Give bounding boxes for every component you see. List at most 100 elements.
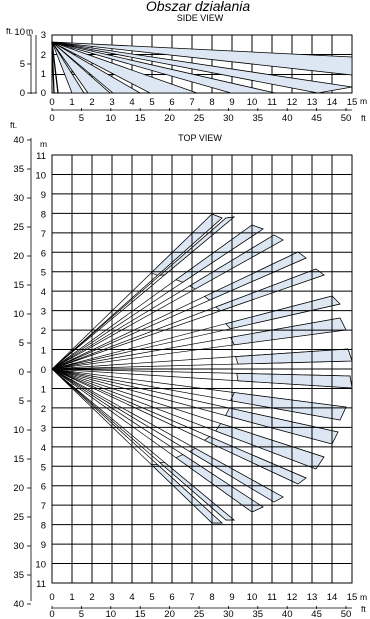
top-beam-zone [235,348,353,365]
top-left-m-tick: 8 [41,209,46,220]
top-view-beams [51,213,353,524]
side-bottom-ft-tick: 5 [79,113,84,124]
top-bottom-ft-tick: 40 [282,609,293,619]
top-left-m-tick: 4 [41,443,46,454]
top-beam-zone [175,224,264,283]
top-bottom-m-tick: 14 [327,592,338,603]
side-view-ft-unit: ft. [6,26,13,36]
top-bottom-m-tick: 10 [247,592,258,603]
top-bottom-ft-tick: 30 [223,609,234,619]
side-left-ft-tick: 0 [20,88,25,99]
top-left-ft-tick: 25 [13,222,24,233]
top-view-bottom-m-unit: m [360,592,367,602]
top-bottom-m-tick: 8 [209,592,214,603]
top-bottom-m-tick: 4 [129,592,134,603]
side-bottom-m-tick: 8 [209,97,214,108]
side-beam [51,41,112,94]
top-left-ft-tick: 15 [13,280,24,291]
top-beam-zone [215,423,325,470]
side-bottom-ft-tick: 35 [253,113,264,124]
side-bottom-m-tick: 2 [89,97,94,108]
top-view-ft-unit: ft. [10,120,17,130]
side-bottom-ft-tick: 20 [164,113,175,124]
top-left-ft-tick: 35 [13,164,24,175]
top-view-panel: TOP VIEW ft. m 4035302520151050510152025… [10,120,367,619]
side-view-beams [51,41,353,94]
top-left-m-tick: 5 [41,268,46,279]
side-view-left-axis [27,34,37,94]
side-bottom-ft-tick: 15 [135,113,146,124]
top-bottom-m-tick: 3 [109,592,114,603]
side-bottom-m-tick: 1 [69,97,74,108]
side-beam [51,41,198,94]
top-left-m-tick: 1 [41,384,46,395]
top-left-ft-tick: 40 [13,135,24,146]
top-left-m-tick: 11 [36,151,46,162]
side-left-ft-tick: 10 [14,27,25,38]
top-left-m-tick: 7 [41,229,46,240]
top-bottom-ft-tick: 25 [194,609,205,619]
top-left-ft-tick: 40 [13,599,24,610]
side-bottom-ft-tick: 0 [49,113,54,124]
top-left-ft-tick: 0 [19,367,24,378]
side-bottom-m-tick: 6 [169,97,174,108]
top-left-m-tick: 3 [41,423,46,434]
side-beam [51,41,85,94]
top-left-m-tick: 7 [41,501,46,512]
side-bottom-ft-tick: 40 [282,113,293,124]
side-bottom-m-tick: 10 [247,97,258,108]
top-left-ft-tick: 30 [13,541,24,552]
side-bottom-m-tick: 12 [287,97,298,108]
top-left-m-tick: 6 [41,248,46,259]
top-bottom-ft-tick: 5 [79,609,84,619]
side-left-m-tick: 2 [41,50,46,61]
top-beam-zone [236,372,353,389]
top-left-m-tick: 1 [41,346,46,357]
top-left-m-tick: 11 [36,579,46,590]
top-bottom-m-tick: 2 [89,592,94,603]
top-left-ft-tick: 25 [13,512,24,523]
side-view-m-unit: m [26,26,33,36]
top-left-ft-tick: 10 [13,425,24,436]
side-view-title: SIDE VIEW [177,13,224,23]
top-left-m-tick: 3 [41,307,46,318]
top-left-m-tick: 6 [41,482,46,493]
top-beam-zone [214,268,325,312]
side-left-m-tick: 0 [41,88,46,99]
top-left-m-tick: 2 [41,404,46,415]
side-beam [51,41,353,76]
top-bottom-m-tick: 13 [307,592,318,603]
side-bottom-ft-tick: 30 [223,113,234,124]
top-view-grid [51,154,353,584]
top-beam-zone [203,251,307,301]
top-bottom-m-tick: 1 [69,592,74,603]
side-view-bottom-ft-unit: ft [361,113,366,123]
top-bottom-ft-tick: 35 [253,609,264,619]
side-bottom-m-tick: 4 [129,97,134,108]
side-bottom-ft-tick: 50 [341,113,352,124]
top-left-ft-tick: 5 [19,338,24,349]
top-bottom-ft-tick: 0 [49,609,54,619]
side-bottom-ft-tick: 45 [311,113,322,124]
top-left-m-tick: 0 [41,365,46,376]
top-view-m-unit: m [40,139,47,149]
top-left-m-tick: 2 [41,326,46,337]
top-left-ft-tick: 10 [13,309,24,320]
top-left-m-tick: 5 [41,462,46,473]
top-bottom-ft-tick: 45 [311,609,322,619]
side-beam [51,41,142,94]
side-beam [51,41,276,94]
top-bottom-ft-tick: 20 [164,609,175,619]
side-bottom-m-tick: 0 [49,97,54,108]
side-beam-edge [51,41,59,94]
side-bottom-m-tick: 9 [229,97,234,108]
side-bottom-ft-tick: 10 [106,113,117,124]
side-bottom-m-tick: 14 [327,97,338,108]
side-bottom-m-tick: 5 [149,97,154,108]
top-bottom-m-tick: 6 [169,592,174,603]
top-left-ft-tick: 5 [19,396,24,407]
side-beam-edge [51,41,55,94]
top-beam-zone [150,213,223,276]
